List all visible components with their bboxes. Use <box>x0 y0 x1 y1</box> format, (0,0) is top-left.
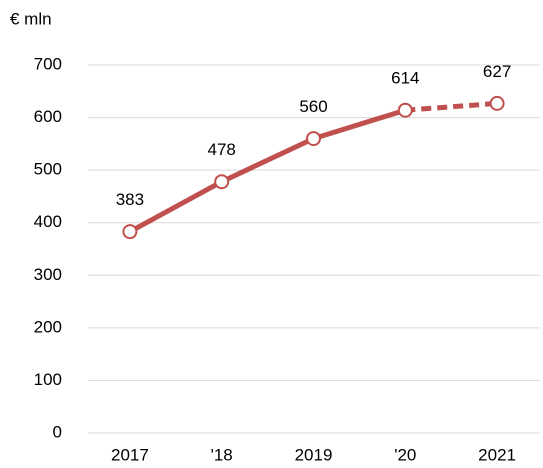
x-tick-label: '18 <box>211 445 233 464</box>
x-tick-label: 2021 <box>478 445 516 464</box>
y-tick-label: 200 <box>34 317 62 336</box>
data-label: 383 <box>116 190 144 209</box>
y-tick-label: 600 <box>34 107 62 126</box>
y-tick-label: 100 <box>34 370 62 389</box>
line-dashed <box>405 100 498 113</box>
y-axis-label: € mln <box>10 9 52 28</box>
data-label: 560 <box>299 97 327 116</box>
point-marker <box>306 131 321 147</box>
y-tick-label: 500 <box>34 160 62 179</box>
line-solid <box>128 107 407 234</box>
data-label: 614 <box>391 69 419 88</box>
point-marker <box>214 174 230 190</box>
point-marker <box>489 95 505 111</box>
x-tick-label: 2017 <box>111 445 149 464</box>
y-tick-label: 0 <box>53 422 62 441</box>
point-marker <box>122 224 138 240</box>
data-label: 478 <box>208 140 236 159</box>
data-label: 627 <box>483 62 511 81</box>
x-tick-label: '20 <box>394 445 416 464</box>
x-tick-label: 2019 <box>295 445 333 464</box>
point-marker <box>397 102 413 118</box>
y-tick-label: 400 <box>34 212 62 231</box>
y-tick-label: 300 <box>34 265 62 284</box>
y-tick-label: 700 <box>34 54 62 73</box>
